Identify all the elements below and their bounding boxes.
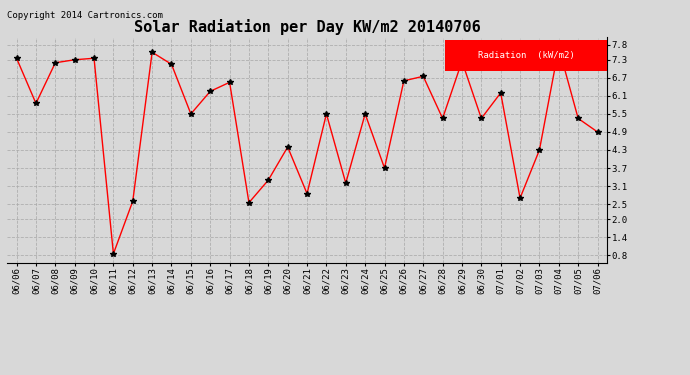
Text: Copyright 2014 Cartronics.com: Copyright 2014 Cartronics.com <box>7 10 163 20</box>
Title: Solar Radiation per Day KW/m2 20140706: Solar Radiation per Day KW/m2 20140706 <box>134 19 480 35</box>
